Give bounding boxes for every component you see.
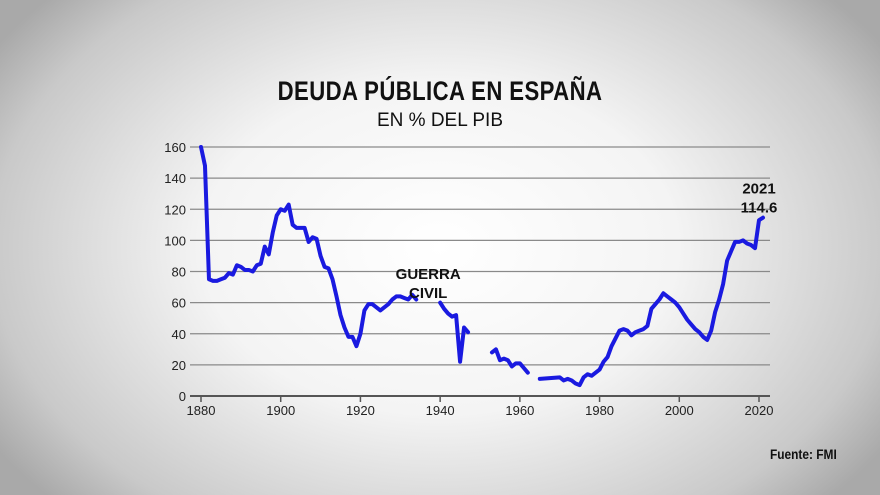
y-tick-label: 160	[164, 140, 186, 155]
x-tick-label: 2000	[665, 403, 694, 418]
y-tick-label: 0	[179, 389, 186, 404]
y-tick-label: 80	[172, 265, 186, 280]
debt-line-segment	[489, 347, 530, 375]
y-tick-label: 120	[164, 202, 186, 217]
annotation-label: 2021	[742, 180, 775, 197]
x-tick-label: 1960	[505, 403, 534, 418]
annotation-label: GUERRA	[396, 266, 461, 283]
chart-subtitle: EN % DEL PIB	[376, 110, 503, 131]
y-tick-label: 20	[172, 358, 186, 373]
chart-title: DEUDA PÚBLICA EN ESPAÑA	[277, 76, 603, 106]
x-tick-label: 2020	[745, 403, 774, 418]
y-tick-label: 40	[172, 327, 186, 342]
debt-line-segment	[438, 300, 471, 364]
y-tick-label: 60	[172, 296, 186, 311]
x-tick-label: 1900	[266, 403, 295, 418]
debt-line-segment	[199, 145, 419, 349]
x-tick-label: 1940	[426, 403, 455, 418]
x-tick-label: 1920	[346, 403, 375, 418]
x-tick-label: 1880	[187, 403, 216, 418]
y-tick-label: 100	[164, 233, 186, 248]
source-label: Fuente: FMI	[770, 446, 837, 462]
annotation-label: CIVIL	[409, 285, 447, 302]
annotation-label: 114.6	[741, 199, 778, 216]
y-tick-label: 140	[164, 171, 186, 186]
x-tick-label: 1980	[585, 403, 614, 418]
debt-line-segment	[537, 215, 765, 388]
